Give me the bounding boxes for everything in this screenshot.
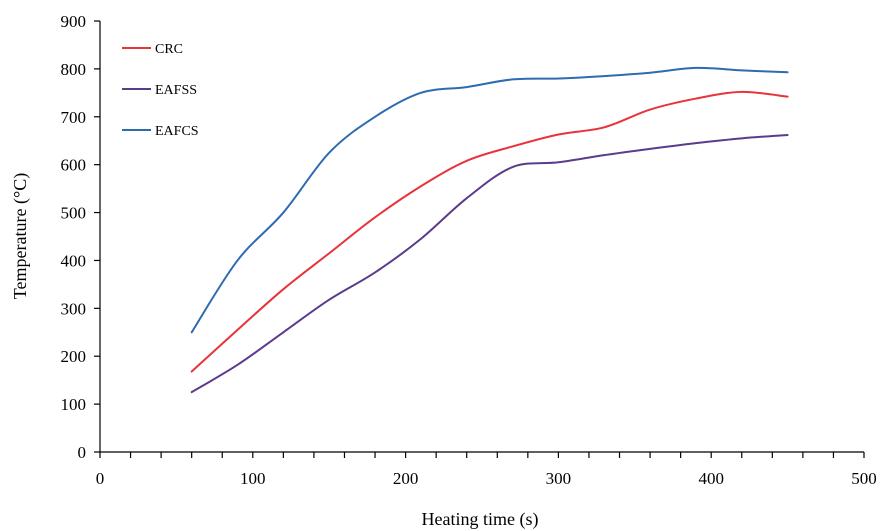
y-tick-label: 200 [61, 347, 87, 366]
y-tick-label: 500 [61, 204, 87, 223]
y-tick-label: 100 [61, 395, 87, 414]
x-tick-label: 0 [96, 469, 105, 488]
y-tick-label: 700 [61, 108, 87, 127]
axes: 0 100 200 300 400 500 600 700 800 900 0 100 200 300 40… [61, 12, 877, 488]
y-tick-label: 800 [61, 60, 87, 79]
legend-label-crc: CRC [155, 42, 183, 57]
series-line-crc [190, 90, 789, 373]
legend-label-eafcs: EAFCS [155, 124, 199, 139]
y-tick-label: 0 [78, 443, 87, 462]
series-line-eafss [190, 133, 789, 394]
series-lines [190, 66, 789, 394]
x-tick-label: 300 [546, 469, 572, 488]
legend: CRC EAFSS EAFCS [122, 42, 199, 139]
y-tick-label: 600 [61, 156, 87, 175]
series-line-eafcs [190, 66, 789, 334]
y-tick-label: 400 [61, 251, 87, 270]
y-axis-title: Temperature (°C) [10, 173, 31, 299]
legend-label-eafss: EAFSS [155, 83, 197, 98]
x-tick-label: 500 [851, 469, 877, 488]
y-tick-label: 300 [61, 299, 87, 318]
x-tick-label: 100 [240, 469, 266, 488]
x-axis-title: Heating time (s) [422, 509, 539, 530]
x-tick-label: 400 [698, 469, 724, 488]
x-tick-label: 200 [393, 469, 419, 488]
y-tick-label: 900 [61, 12, 87, 31]
